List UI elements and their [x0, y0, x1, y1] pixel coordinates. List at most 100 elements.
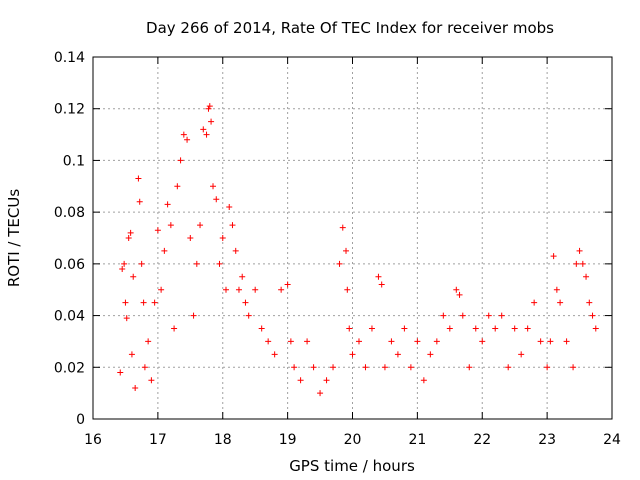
data-point	[117, 369, 124, 376]
data-point	[570, 364, 577, 371]
data-point	[381, 364, 388, 371]
data-point	[132, 384, 139, 391]
data-point	[167, 222, 174, 229]
data-point	[368, 325, 375, 332]
y-tick-label: 0.02	[54, 360, 85, 376]
data-point	[583, 273, 590, 280]
data-point	[472, 325, 479, 332]
data-point	[453, 286, 460, 293]
data-point	[123, 315, 130, 322]
data-point	[586, 299, 593, 306]
data-point	[141, 364, 148, 371]
data-point	[407, 364, 414, 371]
data-point	[427, 351, 434, 358]
data-point	[547, 338, 554, 345]
data-point	[531, 299, 538, 306]
y-tick-label: 0.04	[54, 309, 85, 325]
data-point	[375, 273, 382, 280]
data-point	[226, 203, 233, 210]
data-point	[210, 183, 217, 190]
data-point	[573, 260, 580, 267]
x-tick-label: 20	[344, 432, 362, 448]
data-point	[138, 260, 145, 267]
data-point	[589, 312, 596, 319]
data-point	[136, 198, 143, 205]
chart-title: Day 266 of 2014, Rate Of TEC Index for r…	[146, 19, 554, 37]
data-point	[154, 227, 161, 234]
data-point	[208, 118, 215, 125]
data-point	[378, 281, 385, 288]
data-point	[394, 351, 401, 358]
data-point	[485, 312, 492, 319]
data-points	[117, 103, 599, 397]
x-tick-label: 21	[408, 432, 426, 448]
axis-ticks: 16 17 18 19 20 21 22 23 24 0 0.02 0.04 0.06 0.08 0.1 0.…	[54, 50, 621, 448]
data-point	[355, 338, 362, 345]
data-point	[550, 253, 557, 260]
data-point	[323, 377, 330, 384]
data-point	[122, 299, 129, 306]
data-point	[498, 312, 505, 319]
y-tick-label: 0.08	[54, 205, 85, 221]
data-point	[161, 247, 168, 254]
y-tick-label: 0.12	[54, 102, 85, 118]
data-point	[245, 312, 252, 319]
data-point	[265, 338, 272, 345]
grid	[93, 57, 612, 419]
data-point	[232, 247, 239, 254]
data-point	[336, 260, 343, 267]
data-point	[557, 299, 564, 306]
data-point	[121, 260, 128, 267]
data-point	[128, 351, 135, 358]
data-point	[219, 235, 226, 241]
data-point	[190, 312, 197, 319]
data-point	[235, 286, 242, 293]
data-point	[362, 364, 369, 371]
data-point	[291, 364, 298, 371]
data-point	[164, 201, 171, 208]
data-point	[576, 247, 583, 254]
data-point	[518, 351, 525, 358]
data-point	[229, 222, 236, 229]
data-point	[284, 281, 291, 288]
data-point	[310, 364, 317, 371]
data-point	[456, 291, 463, 298]
data-point	[193, 260, 200, 267]
data-point	[492, 325, 499, 332]
x-tick-label: 24	[603, 432, 621, 448]
data-point	[174, 183, 181, 190]
data-point	[151, 299, 158, 306]
data-point	[446, 325, 453, 332]
data-point	[197, 222, 204, 229]
data-point	[433, 338, 440, 345]
data-point	[252, 286, 259, 293]
data-point	[278, 286, 285, 293]
y-tick-label: 0.1	[63, 153, 85, 169]
y-tick-label: 0	[76, 412, 85, 428]
data-point	[505, 364, 512, 371]
data-point	[242, 299, 249, 306]
data-point	[511, 325, 518, 332]
data-point	[479, 338, 486, 345]
x-tick-label: 17	[149, 432, 167, 448]
data-point	[420, 377, 427, 384]
data-point	[135, 175, 142, 182]
data-point	[258, 325, 265, 332]
data-point	[287, 338, 294, 345]
data-point	[206, 103, 213, 110]
data-point	[125, 235, 132, 241]
x-axis-label: GPS time / hours	[289, 457, 415, 475]
x-tick-label: 22	[473, 432, 491, 448]
data-point	[592, 325, 599, 332]
y-tick-label: 0.06	[54, 257, 85, 273]
data-point	[349, 351, 356, 358]
data-point	[140, 299, 147, 306]
data-point	[537, 338, 544, 345]
x-tick-label: 18	[214, 432, 232, 448]
data-point	[171, 325, 178, 332]
data-point	[145, 338, 152, 345]
data-point	[317, 390, 324, 397]
data-point	[344, 286, 351, 293]
data-point	[330, 364, 337, 371]
x-tick-label: 16	[84, 432, 102, 448]
